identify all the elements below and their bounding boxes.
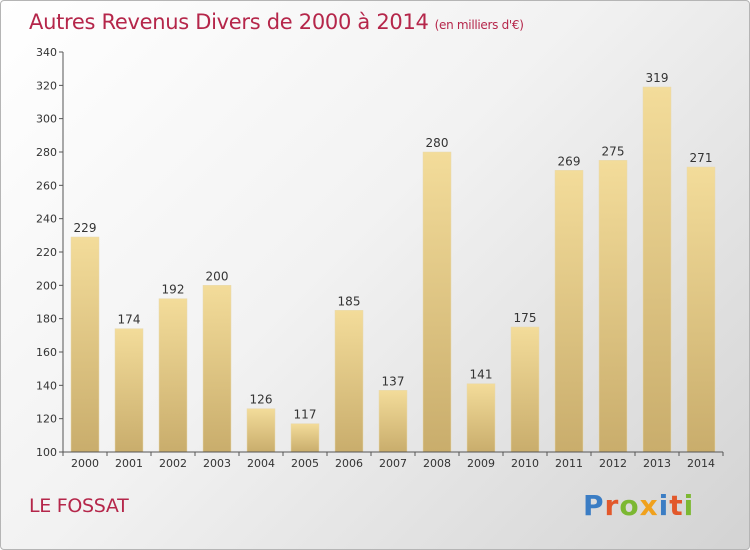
x-tick-label-2004: 2004 (247, 457, 275, 470)
chart-title: Autres Revenus Divers de 2000 à 2014 (en … (29, 10, 524, 34)
x-tick-label-2007: 2007 (379, 457, 407, 470)
bar-2007 (378, 390, 408, 453)
y-tick-label-180: 180 (36, 313, 57, 326)
bar-2013 (642, 86, 672, 453)
y-tick-label-320: 320 (36, 79, 57, 92)
x-tick-label-2006: 2006 (335, 457, 363, 470)
logo-letter: o (619, 489, 640, 522)
bar-2012 (598, 160, 628, 453)
bars-group: 229 174 192 200 126 117 185 137 280 141 175 269 275 3… (70, 71, 716, 453)
x-tick-label-2012: 2012 (599, 457, 627, 470)
data-label-2000: 229 (74, 221, 97, 235)
data-label-2013: 319 (646, 71, 669, 85)
x-tick-label-2000: 2000 (71, 457, 99, 470)
y-tick-label-140: 140 (36, 379, 57, 392)
bar-2005 (290, 423, 320, 453)
bar-2008 (422, 151, 452, 453)
data-label-2012: 275 (602, 144, 625, 158)
x-tick-label-2008: 2008 (423, 457, 451, 470)
x-tick-label-2001: 2001 (115, 457, 143, 470)
logo-letter: i (683, 489, 695, 522)
y-tick-label-280: 280 (36, 146, 57, 159)
bar-2001 (114, 328, 144, 453)
logo-letter: P (583, 489, 605, 522)
data-label-2014: 271 (690, 151, 713, 165)
x-tick-label-2010: 2010 (511, 457, 539, 470)
data-label-2011: 269 (558, 154, 581, 168)
bar-2000 (70, 236, 100, 453)
data-label-2003: 200 (206, 269, 229, 283)
data-label-2004: 126 (250, 393, 273, 407)
y-tick-label-340: 340 (36, 46, 57, 59)
bar-2004 (246, 408, 276, 453)
data-label-2001: 174 (118, 313, 141, 327)
y-tick-label-120: 120 (36, 413, 57, 426)
x-tick-label-2005: 2005 (291, 457, 319, 470)
y-tick-label-240: 240 (36, 213, 57, 226)
proxiti-logo[interactable]: Proxiti (583, 489, 694, 522)
data-label-2007: 137 (382, 374, 405, 388)
bar-2003 (202, 285, 232, 453)
x-tick-label-2014: 2014 (687, 457, 715, 470)
data-label-2008: 280 (426, 136, 449, 150)
data-label-2005: 117 (294, 408, 317, 422)
axes-group: 2000 2001 2002 2003 2004 2005 2006 2007 2008 2009… (36, 46, 724, 470)
bar-2011 (554, 170, 584, 453)
chart-title-text: Autres Revenus Divers de 2000 à 2014 (29, 10, 429, 34)
bar-2014 (686, 166, 716, 453)
bar-2010 (510, 326, 540, 453)
x-tick-label-2011: 2011 (555, 457, 583, 470)
y-tick-label-300: 300 (36, 113, 57, 126)
x-tick-label-2003: 2003 (203, 457, 231, 470)
y-tick-label-100: 100 (36, 446, 57, 459)
x-tick-label-2013: 2013 (643, 457, 671, 470)
y-tick-label-200: 200 (36, 279, 57, 292)
x-tick-label-2002: 2002 (159, 457, 187, 470)
logo-letter: x (639, 489, 659, 522)
y-tick-label-160: 160 (36, 346, 57, 359)
chart-subtitle: (en milliers d'€) (434, 18, 524, 32)
logo-letter: i (658, 489, 670, 522)
y-tick-label-220: 220 (36, 246, 57, 259)
place-name: LE FOSSAT (29, 495, 129, 517)
bar-2009 (466, 383, 496, 453)
data-label-2006: 185 (338, 294, 361, 308)
data-label-2002: 192 (162, 283, 185, 297)
logo-letter: t (669, 489, 684, 522)
x-tick-label-2009: 2009 (467, 457, 495, 470)
bar-2006 (334, 310, 364, 453)
bar-2002 (158, 298, 188, 453)
logo-letter: r (604, 489, 620, 522)
data-label-2010: 175 (514, 311, 537, 325)
y-tick-label-260: 260 (36, 179, 57, 192)
data-label-2009: 141 (470, 368, 493, 382)
